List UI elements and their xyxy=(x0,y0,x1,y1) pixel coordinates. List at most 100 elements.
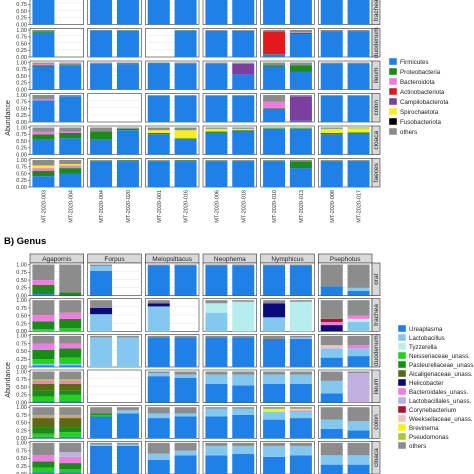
bar-segment xyxy=(32,176,55,187)
legend-label: Proteobacteria xyxy=(400,69,441,76)
bar-segment xyxy=(205,131,228,133)
legend-label: Lactobacillales_unass. xyxy=(409,398,472,405)
bar-segment xyxy=(147,418,170,439)
y-tick-label: 0.50 xyxy=(16,314,27,320)
legend-swatch xyxy=(388,117,398,126)
x-tick-label: MT-2020-003 xyxy=(41,190,47,223)
bar-segment xyxy=(59,63,82,65)
bar-segment xyxy=(263,160,286,162)
row-label: ileum xyxy=(373,67,380,83)
y-tick-label: 0.75 xyxy=(16,35,27,41)
y-tick-label: 0.75 xyxy=(16,448,27,454)
bar-segment xyxy=(347,30,370,32)
bar-segment xyxy=(347,133,370,155)
bar-segment xyxy=(59,127,82,132)
y-tick-label: 0.00 xyxy=(16,120,27,126)
bar-segment xyxy=(320,357,343,367)
bar-segment xyxy=(90,30,113,57)
bar-segment xyxy=(320,393,343,403)
bar-segment xyxy=(32,63,55,66)
bar-segment xyxy=(347,290,370,296)
bar-segment xyxy=(32,455,55,462)
row-strip xyxy=(371,158,381,188)
bar-segment xyxy=(289,374,312,384)
bar-segment xyxy=(320,161,343,187)
bar-segment xyxy=(59,132,82,139)
bar-segment xyxy=(263,442,286,446)
bar-segment xyxy=(174,62,197,64)
group-label: Forpus xyxy=(104,256,125,263)
legend-swatch xyxy=(388,107,398,116)
legend-label: Ureaplasma xyxy=(409,326,443,333)
legend-label: Pasteurellaceae_unass. xyxy=(409,362,474,369)
legend-swatch xyxy=(397,342,407,351)
bar-segment xyxy=(205,30,228,31)
bar-segment xyxy=(263,445,286,457)
legend-swatch xyxy=(397,378,407,387)
legend-label: Pseudomonas xyxy=(409,434,449,441)
bar-segment xyxy=(147,442,170,454)
bar-segment xyxy=(263,31,286,55)
bar-segment xyxy=(289,265,312,296)
y-tick-label: 0.00 xyxy=(16,436,27,442)
bar-segment xyxy=(289,442,312,446)
y-tick-label: 0.50 xyxy=(16,385,27,391)
bar-segment xyxy=(320,335,343,346)
bar-segment xyxy=(59,469,82,473)
row-strip xyxy=(371,441,381,474)
bar-segment xyxy=(147,300,170,304)
bar-segment xyxy=(147,407,170,414)
legend-swatch xyxy=(397,351,407,360)
bar-segment xyxy=(205,408,228,417)
bar-segment xyxy=(289,410,312,412)
bar-segment xyxy=(289,371,312,375)
legend-label: Weeksellaceae_unass. xyxy=(409,416,473,423)
bar-segment xyxy=(90,307,113,315)
bar-segment xyxy=(90,314,113,332)
row-strip xyxy=(371,93,381,123)
bar-segment xyxy=(90,300,113,308)
row-label: trachea xyxy=(373,0,380,21)
x-tick-label: MT-2020-018 xyxy=(241,190,247,223)
y-tick-label: 0.00 xyxy=(16,365,27,371)
y-tick-label: 0.25 xyxy=(16,428,27,434)
bar-segment xyxy=(289,455,312,474)
bar-segment xyxy=(32,343,55,350)
y-tick-label: 0.25 xyxy=(16,393,27,399)
bar-segment xyxy=(32,467,55,473)
bar-segment xyxy=(320,321,343,326)
bar-segment xyxy=(32,330,55,332)
bar-segment xyxy=(90,264,113,267)
bar-segment xyxy=(205,127,228,129)
bar-segment xyxy=(263,335,286,339)
row-label: colon xyxy=(373,100,380,116)
bar-segment xyxy=(289,96,312,121)
bar-segment xyxy=(205,0,228,25)
group-label: Psephotus xyxy=(330,256,361,263)
bar-segment xyxy=(90,442,113,445)
bar-segment xyxy=(32,31,55,33)
bar-segment xyxy=(320,419,343,429)
bar-segment xyxy=(174,450,197,456)
bar-segment xyxy=(59,436,82,439)
bar-segment xyxy=(232,414,255,439)
y-tick-label: 0.50 xyxy=(16,349,27,355)
bar-segment xyxy=(90,416,113,439)
bar-segment xyxy=(59,300,82,313)
y-tick-label: 0.25 xyxy=(16,81,27,87)
y-tick-label: 0.25 xyxy=(16,113,27,119)
bar-segment xyxy=(174,127,197,131)
bar-segment xyxy=(263,383,286,403)
legend-label: Actinobacteriota xyxy=(400,89,445,96)
bar-segment xyxy=(32,335,55,344)
bar-segment xyxy=(116,442,139,445)
bar-segment xyxy=(232,62,255,64)
legend-swatch xyxy=(397,423,407,432)
bar-segment xyxy=(147,453,170,460)
bar-segment xyxy=(59,343,82,349)
bar-segment xyxy=(174,30,197,57)
bar-segment xyxy=(289,407,312,409)
bar-segment xyxy=(263,408,286,412)
bar-segment xyxy=(32,380,55,384)
bar-segment xyxy=(263,54,286,57)
